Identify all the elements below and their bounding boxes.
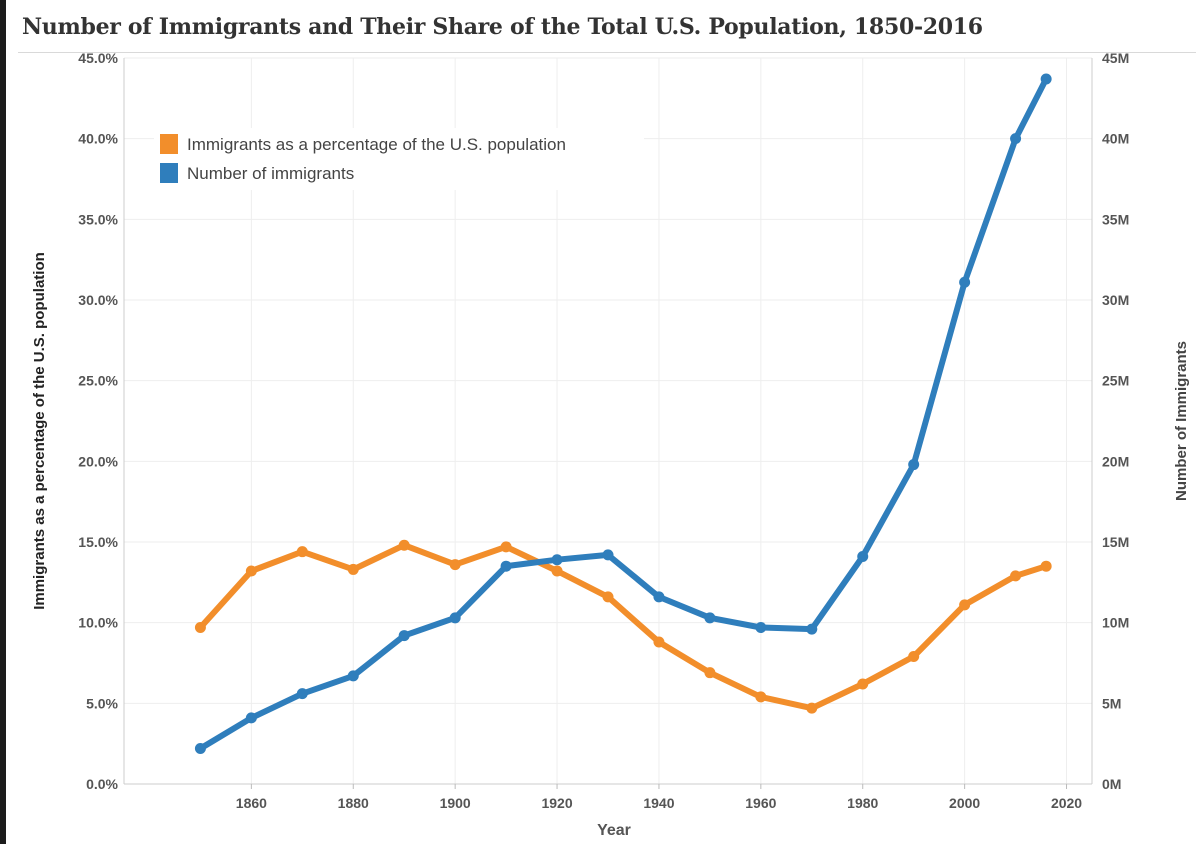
data-point <box>500 560 512 572</box>
data-point <box>551 554 563 566</box>
legend-background <box>154 128 644 190</box>
y-tick-label-right: 15M <box>1102 534 1129 550</box>
y-tick-label-left: 30.0% <box>78 292 118 308</box>
y-tick-label-left: 20.0% <box>78 453 118 469</box>
legend-swatch <box>160 134 178 154</box>
data-point <box>857 678 869 690</box>
data-point <box>296 688 308 700</box>
data-point <box>704 612 716 624</box>
data-point <box>908 651 920 663</box>
legend-label: Number of immigrants <box>187 164 354 183</box>
data-point <box>755 622 767 634</box>
y-tick-label-left: 45.0% <box>78 50 118 66</box>
y-tick-label-left: 35.0% <box>78 211 118 227</box>
data-point <box>602 549 614 561</box>
data-point <box>1040 73 1052 85</box>
x-tick-label: 1940 <box>643 795 674 811</box>
y-axis-title-left: Immigrants as a percentage of the U.S. p… <box>31 252 48 610</box>
y-tick-label-right: 40M <box>1102 131 1129 147</box>
legend-swatch <box>160 163 178 183</box>
y-axis-title-right: Number of Immigrants <box>1173 341 1190 501</box>
y-tick-label-right: 10M <box>1102 615 1129 631</box>
y-tick-label-right: 20M <box>1102 453 1129 469</box>
x-axis-title: Year <box>597 822 631 839</box>
legend-label: Immigrants as a percentage of the U.S. p… <box>187 135 566 154</box>
data-point <box>908 459 920 471</box>
data-point <box>296 546 308 558</box>
data-point <box>347 563 359 575</box>
x-tick-label: 2020 <box>1051 795 1082 811</box>
title-divider <box>18 52 1196 53</box>
data-point <box>398 630 410 642</box>
y-tick-label-right: 0M <box>1102 776 1121 792</box>
data-point <box>704 667 716 679</box>
data-point <box>194 743 206 755</box>
y-tick-label-right: 25M <box>1102 373 1129 389</box>
data-point <box>653 636 665 648</box>
data-point <box>551 565 563 577</box>
series-line-immigrant-percentage <box>197 542 1050 712</box>
data-point <box>194 622 206 634</box>
y-tick-label-right: 5M <box>1102 695 1121 711</box>
data-point <box>449 612 461 624</box>
x-tick-label: 1980 <box>847 795 878 811</box>
x-tick-label: 1960 <box>745 795 776 811</box>
data-point <box>1010 570 1022 582</box>
data-point <box>1040 560 1052 572</box>
data-point <box>449 559 461 571</box>
x-tick-label: 1900 <box>440 795 471 811</box>
data-point <box>245 712 257 724</box>
data-point <box>653 591 665 603</box>
chart-title: Number of Immigrants and Their Share of … <box>22 14 983 40</box>
y-tick-label-left: 15.0% <box>78 534 118 550</box>
data-point <box>398 539 410 551</box>
y-tick-label-left: 25.0% <box>78 373 118 389</box>
y-tick-label-left: 0.0% <box>86 776 118 792</box>
data-point <box>857 551 869 563</box>
data-point <box>347 670 359 682</box>
y-tick-label-left: 10.0% <box>78 615 118 631</box>
data-point <box>1010 133 1022 145</box>
data-point <box>959 599 971 611</box>
x-tick-label: 1920 <box>541 795 572 811</box>
x-tick-label: 1880 <box>338 795 369 811</box>
y-tick-label-right: 45M <box>1102 50 1129 66</box>
data-point <box>245 565 257 577</box>
y-tick-label-left: 40.0% <box>78 131 118 147</box>
y-tick-label-right: 35M <box>1102 211 1129 227</box>
series-line-number-of-immigrants <box>197 76 1050 752</box>
y-tick-label-left: 5.0% <box>86 695 118 711</box>
x-tick-label: 1860 <box>236 795 267 811</box>
data-point <box>755 691 767 703</box>
y-tick-label-right: 30M <box>1102 292 1129 308</box>
data-point <box>806 623 818 635</box>
data-point <box>602 591 614 603</box>
data-point <box>959 276 971 288</box>
data-point <box>500 541 512 553</box>
x-tick-label: 2000 <box>949 795 980 811</box>
data-point <box>806 702 818 714</box>
